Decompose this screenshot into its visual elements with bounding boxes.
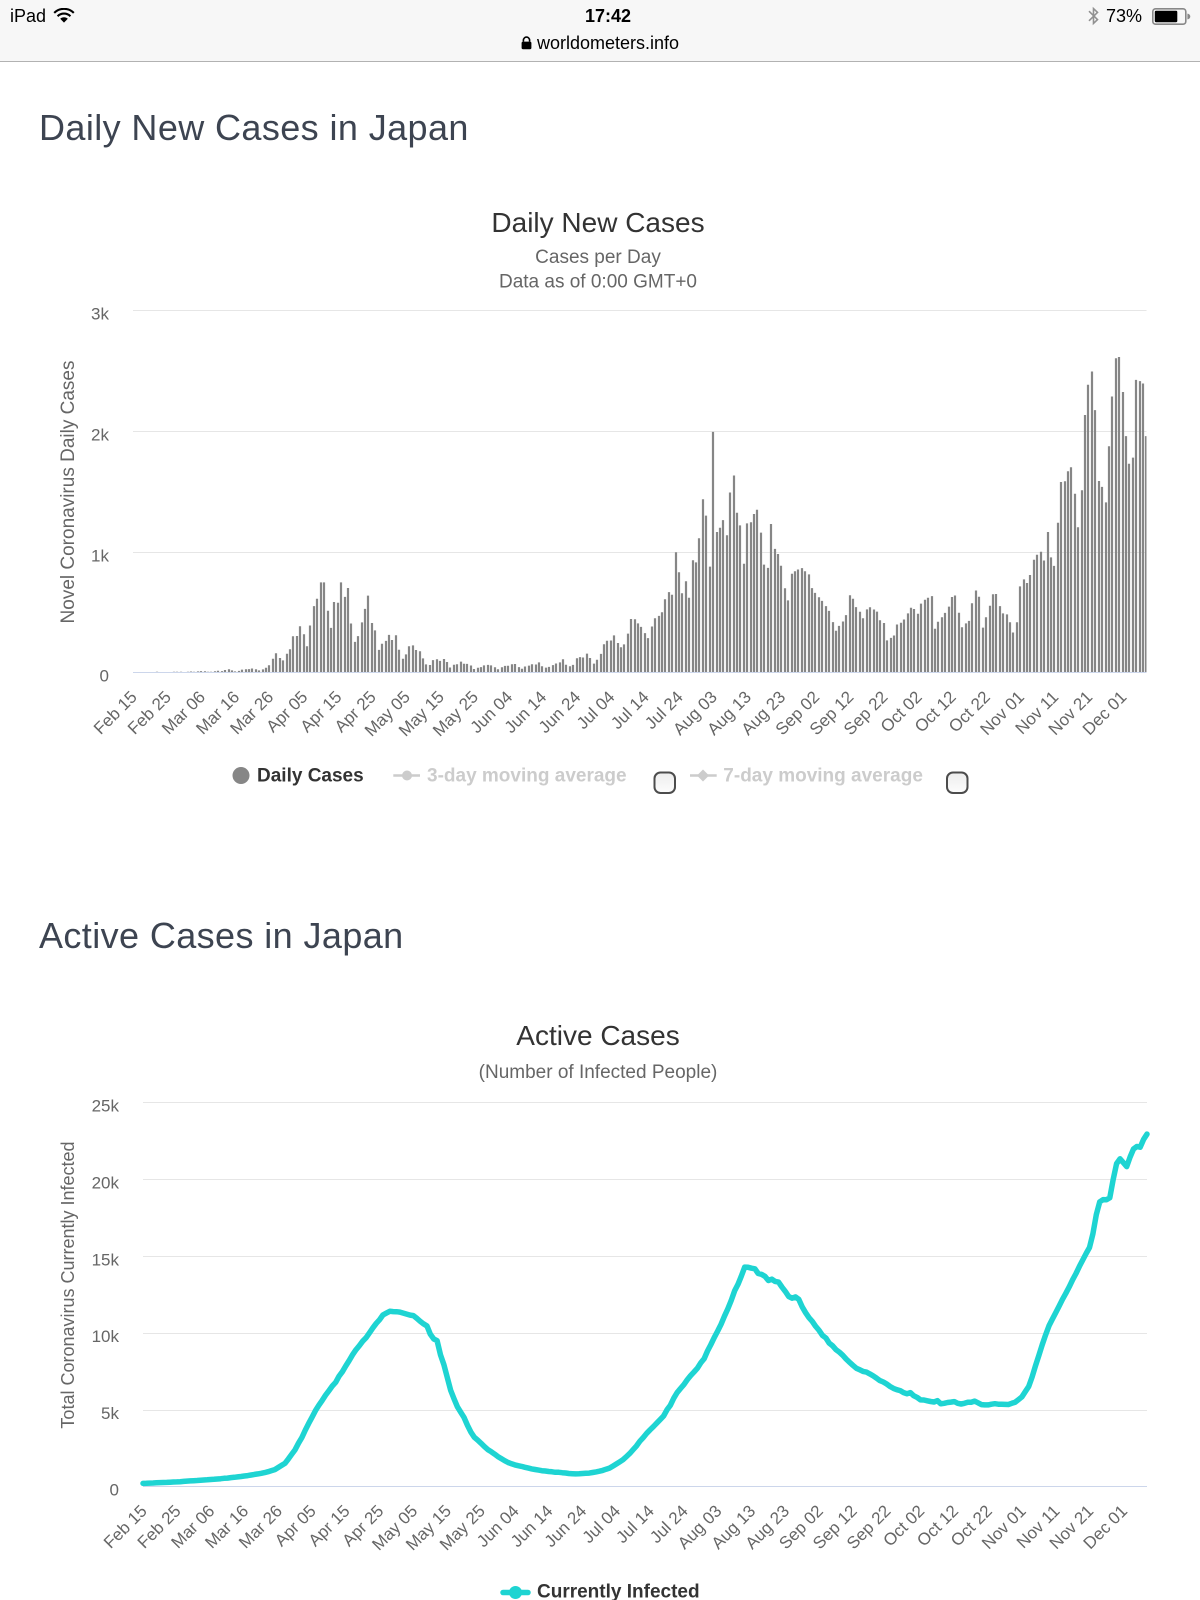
svg-text:Daily New Cases: Daily New Cases xyxy=(491,207,704,238)
svg-text:3-day moving average: 3-day moving average xyxy=(427,766,627,787)
svg-text:20k: 20k xyxy=(92,1173,120,1192)
svg-text:0: 0 xyxy=(110,1481,119,1500)
svg-text:0: 0 xyxy=(100,667,109,686)
svg-text:5k: 5k xyxy=(101,1404,119,1423)
svg-text:Currently Infected: Currently Infected xyxy=(537,1582,700,1600)
svg-text:Jul 04: Jul 04 xyxy=(579,1501,625,1547)
svg-text:1k: 1k xyxy=(91,547,109,566)
svg-text:Total Coronavirus Currently In: Total Coronavirus Currently Infected xyxy=(58,1141,78,1428)
svg-text:Cases per Day: Cases per Day xyxy=(535,247,661,268)
svg-text:25k: 25k xyxy=(92,1097,120,1116)
svg-text:Jul 14: Jul 14 xyxy=(607,687,653,733)
svg-text:7-day moving average: 7-day moving average xyxy=(723,766,923,787)
svg-text:Jul 04: Jul 04 xyxy=(573,687,619,733)
svg-text:Jul 14: Jul 14 xyxy=(612,1501,658,1547)
svg-text:10k: 10k xyxy=(92,1327,120,1346)
svg-text:(Number of Infected People): (Number of Infected People) xyxy=(479,1062,718,1083)
svg-text:Data as of 0:00 GMT+0: Data as of 0:00 GMT+0 xyxy=(499,272,697,293)
svg-text:Novel Coronavirus Daily Cases: Novel Coronavirus Daily Cases xyxy=(58,361,79,624)
svg-text:Active Cases: Active Cases xyxy=(516,1020,679,1051)
svg-text:15k: 15k xyxy=(92,1250,120,1269)
svg-text:2k: 2k xyxy=(91,426,109,445)
svg-text:3k: 3k xyxy=(91,305,109,324)
svg-text:Daily Cases: Daily Cases xyxy=(257,766,364,787)
